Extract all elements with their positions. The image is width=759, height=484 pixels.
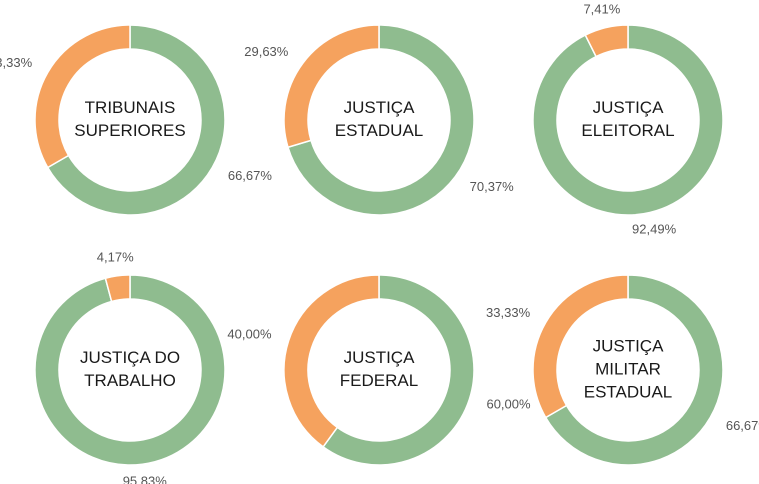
donut-segment bbox=[287, 24, 475, 216]
center-label: ELEITORAL bbox=[581, 121, 674, 140]
center-label: FEDERAL bbox=[340, 371, 418, 390]
value-label: 66,67% bbox=[228, 168, 273, 183]
center-label: ESTADUAL bbox=[584, 382, 673, 401]
center-label: JUSTIÇA bbox=[344, 348, 416, 367]
value-label: 60,00% bbox=[486, 396, 531, 411]
value-label: 70,37% bbox=[470, 179, 515, 194]
value-label: 40,00% bbox=[227, 327, 272, 342]
value-label: 29,63% bbox=[244, 44, 289, 59]
donut-segment bbox=[283, 24, 380, 149]
donut-segment bbox=[34, 24, 131, 169]
center-label: TRABALHO bbox=[84, 371, 176, 390]
donut-segment bbox=[322, 274, 475, 466]
value-label: 92,49% bbox=[632, 221, 677, 236]
donut-segment bbox=[34, 274, 226, 466]
center-label: JUSTIÇA bbox=[344, 98, 416, 117]
value-label: 66,67% bbox=[726, 418, 759, 433]
center-label: SUPERIORES bbox=[74, 121, 185, 140]
donut-segment bbox=[532, 24, 724, 216]
donut-segment bbox=[283, 274, 380, 448]
center-label: ESTADUAL bbox=[335, 121, 424, 140]
value-label: 33,33% bbox=[486, 305, 531, 320]
value-label: 33,33% bbox=[0, 55, 33, 70]
center-label: JUSTIÇA bbox=[593, 98, 665, 117]
donut-segment bbox=[584, 24, 629, 58]
value-label: 7,41% bbox=[583, 1, 620, 16]
value-label: 4,17% bbox=[97, 249, 134, 264]
donut-segment bbox=[104, 274, 131, 303]
donut-segment bbox=[544, 274, 724, 466]
center-label: MILITAR bbox=[595, 359, 661, 378]
value-label: 95,83% bbox=[123, 473, 168, 484]
center-label: TRIBUNAIS bbox=[85, 98, 176, 117]
center-label: JUSTIÇA bbox=[593, 336, 665, 355]
donut-segment bbox=[46, 24, 226, 216]
donut-segment bbox=[532, 274, 629, 419]
center-label: JUSTIÇA DO bbox=[80, 348, 180, 367]
